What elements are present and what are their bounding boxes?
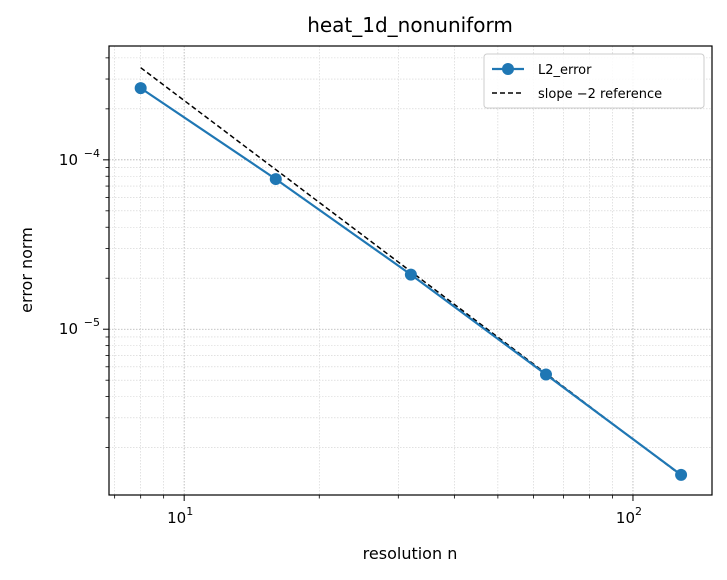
- l2-error-point: [269, 173, 282, 186]
- axis-ticks: 101 102 10 −5 10 −4: [59, 57, 642, 527]
- x-tick-label: 102: [616, 505, 642, 527]
- legend: L2_error slope −2 reference: [483, 53, 705, 109]
- plot-series: [134, 67, 688, 481]
- l2-error-point: [134, 82, 147, 95]
- plot-frame: [108, 45, 713, 496]
- legend-label-reference: slope −2 reference: [538, 87, 662, 102]
- y-tick-exponent: −5: [84, 316, 100, 329]
- y-tick-label: 10: [59, 151, 78, 169]
- x-axis-label: resolution n: [363, 544, 458, 563]
- legend-label-l2-error: L2_error: [538, 63, 592, 78]
- y-tick-label: 10: [59, 320, 78, 338]
- x-tick-label: 101: [167, 505, 193, 527]
- l2-error-line: [140, 87, 682, 476]
- grid-lines: [109, 46, 712, 495]
- chart-title: heat_1d_nonuniform: [307, 13, 513, 37]
- legend-box: [483, 53, 705, 109]
- l2-error-point: [404, 268, 417, 281]
- l2-error-point: [675, 468, 688, 481]
- legend-marker-l2-error: [502, 63, 514, 75]
- y-axis-label: error norm: [17, 227, 36, 313]
- l2-error-point: [539, 368, 552, 381]
- y-tick-exponent: −4: [84, 147, 100, 160]
